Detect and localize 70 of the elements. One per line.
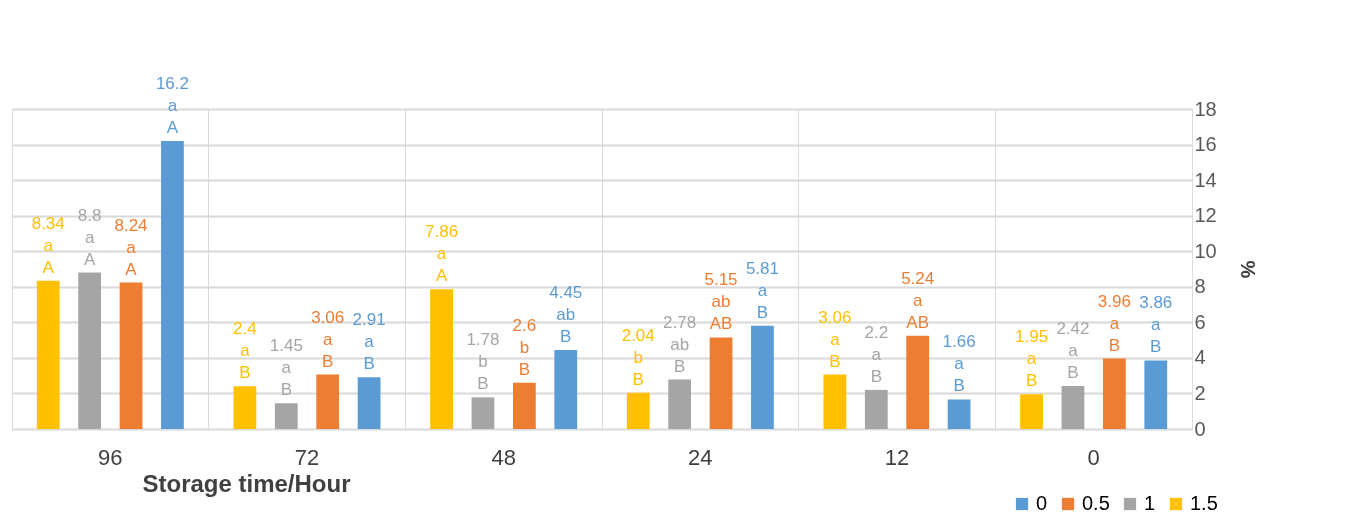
bar xyxy=(430,289,453,429)
y-tick-label: 4 xyxy=(1194,346,1206,369)
text: 1.66 a B xyxy=(942,332,976,396)
legend-label: 0.5 xyxy=(1082,492,1110,514)
y-tick-label: 16 xyxy=(1194,133,1217,156)
bar xyxy=(36,280,60,429)
text: 3.96 a B xyxy=(1097,291,1131,355)
text: 2.2 a B xyxy=(864,322,889,386)
text: 2.6 b B xyxy=(512,315,537,379)
bar xyxy=(823,374,847,429)
bar xyxy=(709,337,733,429)
bar xyxy=(1102,358,1126,429)
text: 2.42 a B xyxy=(1056,318,1090,382)
y-tick-label: 0 xyxy=(1194,417,1206,440)
text: 2.04 b B xyxy=(621,325,655,389)
y-tick-label: 14 xyxy=(1194,168,1217,191)
bar xyxy=(357,377,381,429)
text: 7.86 a A xyxy=(425,222,459,286)
text: 5.15 ab AB xyxy=(704,270,738,334)
x-tick-label: 96 xyxy=(98,444,123,470)
bar xyxy=(947,399,971,429)
bar xyxy=(316,374,340,429)
bar xyxy=(512,382,536,429)
text: 2.78 ab B xyxy=(663,312,697,376)
x-axis-title: Storage time/Hour xyxy=(142,469,351,497)
text: 1.95 a B xyxy=(1015,327,1049,391)
bar xyxy=(864,389,888,429)
bar xyxy=(668,379,692,429)
bar xyxy=(554,349,578,429)
y-tick-label: 8 xyxy=(1194,275,1206,298)
y-tick-label: 10 xyxy=(1194,239,1217,262)
y-tick-label: 6 xyxy=(1194,310,1206,333)
text: 3.06 a B xyxy=(818,307,852,371)
bar xyxy=(1061,385,1085,429)
x-tick-label: 24 xyxy=(688,444,713,470)
bar xyxy=(161,141,184,429)
text: 4.45 ab B xyxy=(549,282,583,346)
legend-label: 0 xyxy=(1036,492,1048,514)
x-tick-label: 72 xyxy=(294,444,320,470)
bar xyxy=(274,403,298,429)
bar xyxy=(471,397,495,429)
y-axis-title: % xyxy=(1236,260,1259,279)
bar xyxy=(233,386,257,429)
text: 1.45 a B xyxy=(269,336,303,400)
x-tick-label: 0 xyxy=(1087,444,1100,470)
x-tick-label: 48 xyxy=(491,444,516,470)
y-tick-label: 18 xyxy=(1194,97,1217,120)
bar xyxy=(1144,360,1168,429)
text: 5.81 a B xyxy=(745,258,779,322)
bar xyxy=(751,325,774,429)
bar xyxy=(78,272,102,429)
text: 3.06 a B xyxy=(311,307,345,371)
text: 16.2 a A xyxy=(155,74,189,137)
bar xyxy=(906,335,930,429)
text: 8.24 a A xyxy=(114,215,148,279)
text: 1.78 b B xyxy=(466,330,500,394)
y-tick-label: 12 xyxy=(1194,204,1217,227)
text: 2.91 a B xyxy=(352,310,386,374)
x-tick-label: 12 xyxy=(884,444,910,470)
bar xyxy=(626,392,650,429)
legend-label: 1 xyxy=(1144,492,1156,514)
legend-label: 1.5 xyxy=(1190,492,1218,514)
text: 8.34 a A xyxy=(31,213,65,277)
bar xyxy=(1020,394,1043,429)
text: 8.8 a A xyxy=(77,205,102,269)
text: 5.24 a AB xyxy=(901,268,935,332)
y-tick-label: 2 xyxy=(1194,381,1206,404)
text: 3.86 a B xyxy=(1139,293,1173,357)
bar xyxy=(119,282,143,429)
text: 2.4 a B xyxy=(233,319,257,383)
